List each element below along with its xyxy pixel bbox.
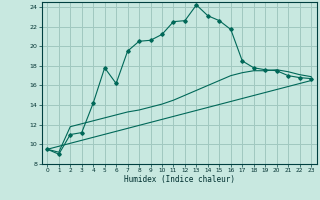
X-axis label: Humidex (Indice chaleur): Humidex (Indice chaleur) [124, 175, 235, 184]
